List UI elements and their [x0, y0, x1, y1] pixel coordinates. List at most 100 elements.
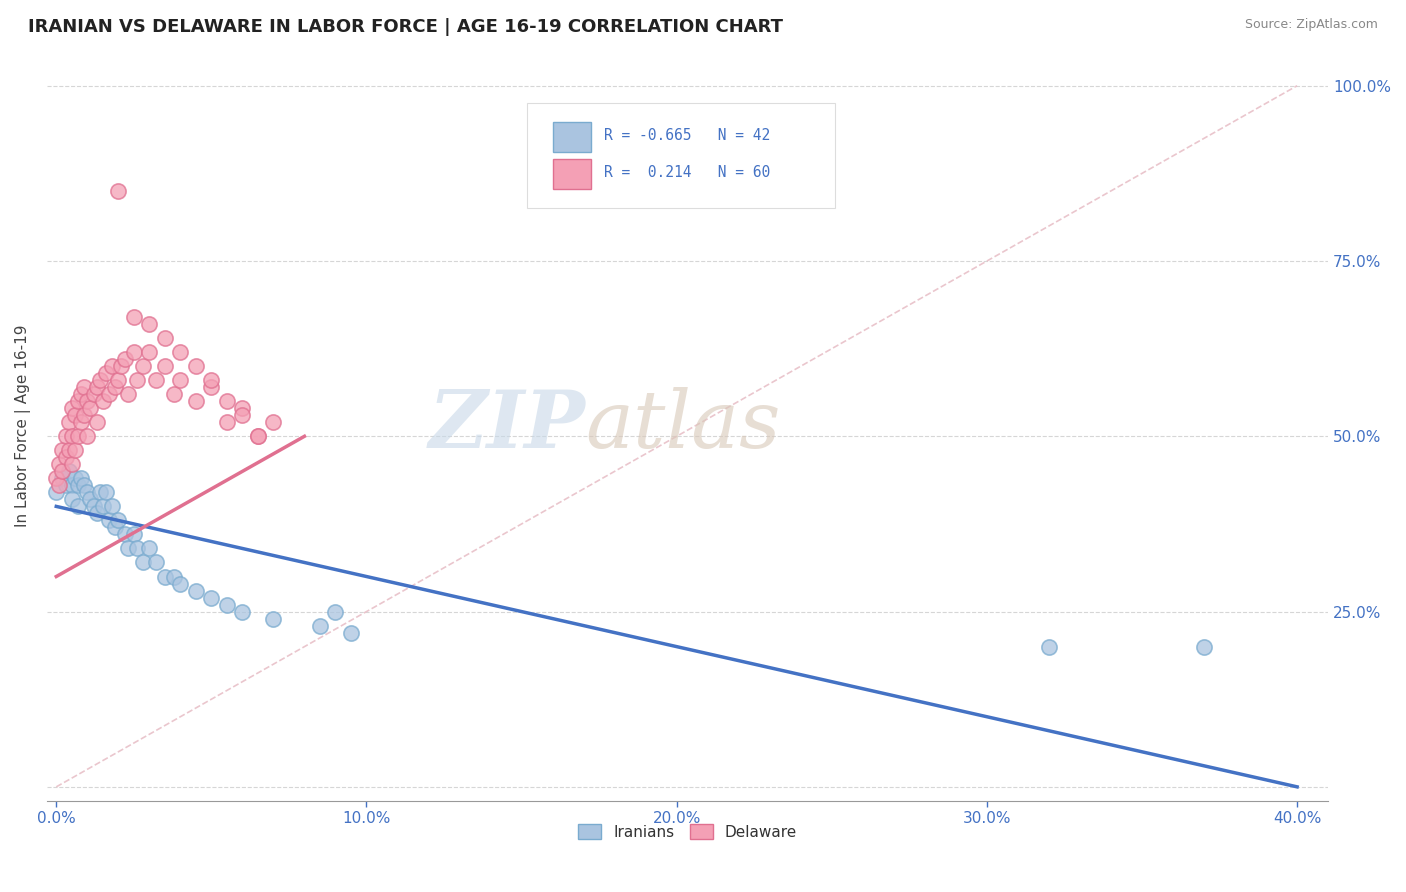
Text: atlas: atlas [585, 387, 780, 465]
Point [60, 458, 83, 472]
Point [91, 394, 114, 409]
Point [309, 618, 332, 632]
Point [58, 464, 80, 478]
Point [60, 429, 83, 443]
Point [63, 409, 86, 423]
Point [138, 317, 160, 331]
Point [132, 556, 155, 570]
Point [48, 458, 70, 472]
FancyBboxPatch shape [527, 103, 835, 208]
Point [86, 415, 108, 429]
Point [340, 625, 363, 640]
Point [153, 569, 176, 583]
Point [73, 409, 96, 423]
Point [66, 478, 89, 492]
Point [246, 429, 269, 443]
Point [66, 429, 89, 443]
Point [63, 471, 86, 485]
Point [169, 576, 191, 591]
Text: IRANIAN VS DELAWARE IN LABOR FORCE | AGE 16-19 CORRELATION CHART: IRANIAN VS DELAWARE IN LABOR FORCE | AGE… [28, 18, 783, 36]
Point [86, 507, 108, 521]
Point [89, 485, 111, 500]
Point [101, 359, 124, 374]
Point [246, 429, 269, 443]
Point [231, 409, 253, 423]
Text: R = -0.665   N = 42: R = -0.665 N = 42 [605, 128, 770, 143]
Point [169, 373, 191, 387]
Point [114, 352, 136, 367]
Point [145, 556, 167, 570]
Point [101, 500, 124, 514]
Point [215, 394, 238, 409]
Bar [553, 122, 592, 152]
Point [91, 500, 114, 514]
Point [117, 541, 139, 556]
Point [125, 373, 148, 387]
Point [48, 478, 70, 492]
Point [98, 513, 121, 527]
Point [200, 373, 222, 387]
Point [55, 450, 77, 465]
Point [132, 359, 155, 374]
Point [138, 541, 160, 556]
Point [89, 373, 111, 387]
Point [231, 605, 253, 619]
Point [104, 380, 127, 394]
Point [104, 520, 127, 534]
Text: ZIP: ZIP [429, 387, 585, 465]
Point [1192, 640, 1215, 654]
Point [86, 380, 108, 394]
Point [51, 443, 73, 458]
Y-axis label: In Labor Force | Age 16-19: In Labor Force | Age 16-19 [15, 325, 31, 527]
Point [114, 527, 136, 541]
Point [107, 373, 129, 387]
Point [125, 541, 148, 556]
Point [215, 415, 238, 429]
Point [200, 380, 222, 394]
Text: R =  0.214   N = 60: R = 0.214 N = 60 [605, 165, 770, 180]
Point [58, 443, 80, 458]
Point [55, 478, 77, 492]
Point [76, 485, 98, 500]
Point [107, 513, 129, 527]
Point [51, 464, 73, 478]
Point [60, 401, 83, 416]
Point [73, 380, 96, 394]
Point [98, 387, 121, 401]
Point [66, 394, 89, 409]
Point [73, 478, 96, 492]
Point [83, 387, 105, 401]
Point [94, 485, 117, 500]
Point [66, 500, 89, 514]
Point [153, 359, 176, 374]
Point [215, 598, 238, 612]
Point [45, 485, 67, 500]
Point [122, 310, 145, 325]
Point [231, 401, 253, 416]
Point [184, 583, 207, 598]
Point [145, 373, 167, 387]
Point [76, 429, 98, 443]
Point [153, 331, 176, 345]
Point [70, 471, 93, 485]
Point [107, 184, 129, 198]
Point [60, 478, 83, 492]
Point [184, 394, 207, 409]
Point [83, 500, 105, 514]
Point [70, 387, 93, 401]
Point [110, 359, 132, 374]
Point [138, 345, 160, 359]
Point [94, 366, 117, 380]
Point [163, 387, 186, 401]
Point [184, 359, 207, 374]
Point [325, 605, 347, 619]
Point [60, 492, 83, 507]
Point [76, 394, 98, 409]
Text: Source: ZipAtlas.com: Source: ZipAtlas.com [1244, 18, 1378, 31]
Point [79, 492, 101, 507]
Point [169, 345, 191, 359]
Point [117, 387, 139, 401]
Bar [553, 160, 592, 189]
Point [79, 401, 101, 416]
Point [58, 415, 80, 429]
